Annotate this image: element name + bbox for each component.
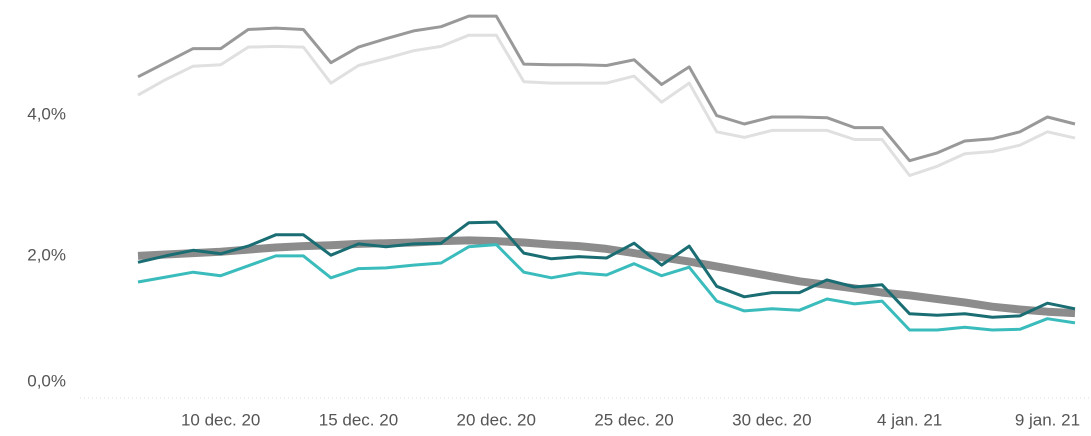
x-tick-label: 4 jan. 21 bbox=[877, 410, 942, 429]
x-tick-label: 10 dec. 20 bbox=[181, 410, 260, 429]
series-line bbox=[137, 236, 1076, 318]
x-tick-label: 15 dec. 20 bbox=[319, 410, 398, 429]
y-tick-label: 2,0% bbox=[27, 245, 66, 264]
series-line bbox=[137, 220, 1076, 319]
x-tick-label: 25 dec. 20 bbox=[594, 410, 673, 429]
y-tick-label: 0,0% bbox=[27, 371, 66, 390]
x-tick-label: 20 dec. 20 bbox=[457, 410, 536, 429]
x-tick-label: 9 jan. 21 bbox=[1015, 410, 1080, 429]
series-line bbox=[137, 243, 1076, 332]
series-line bbox=[137, 33, 1076, 177]
series-line bbox=[137, 14, 1076, 163]
y-tick-label: 4,0% bbox=[27, 104, 66, 123]
x-tick-label: 30 dec. 20 bbox=[732, 410, 811, 429]
